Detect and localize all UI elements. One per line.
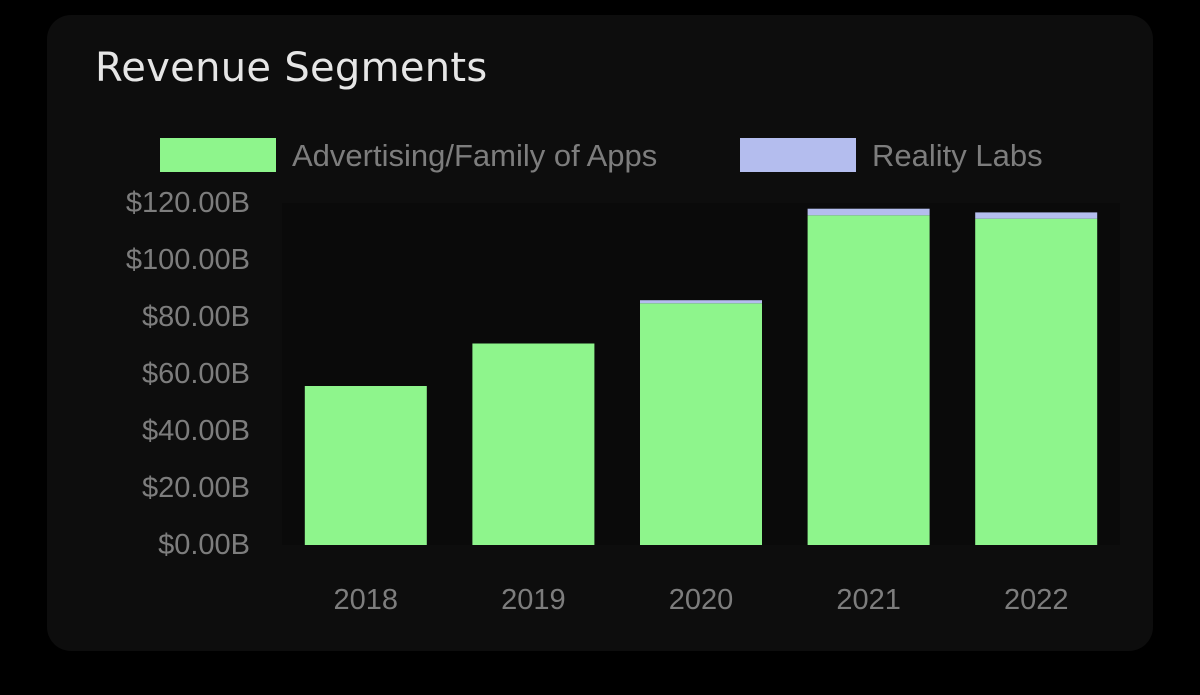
bar-2022-series-0	[975, 218, 1098, 545]
bar-2019-series-0	[472, 343, 595, 545]
legend-label-reality-labs: Reality Labs	[872, 138, 1043, 173]
chart-title: Revenue Segments	[95, 45, 488, 91]
bars	[304, 208, 1098, 546]
x-tick-label-2021: 2021	[836, 584, 901, 616]
x-axis: 2018 2019 2020 2021 2022	[334, 584, 1069, 616]
y-axis: $0.00B $20.00B $40.00B $60.00B $80.00B $100.0…	[126, 187, 250, 561]
y-tick-label-6: $120.00B	[126, 187, 250, 219]
x-tick-label-2022: 2022	[1004, 584, 1069, 616]
legend-swatch-reality-labs	[740, 138, 856, 172]
bar-2021-series-1	[807, 208, 930, 216]
bar-2022-series-1	[975, 212, 1098, 219]
y-tick-label-3: $60.00B	[142, 358, 250, 390]
bar-2021-series-0	[807, 215, 930, 546]
y-tick-label-5: $100.00B	[126, 244, 250, 276]
bar-2020-series-1	[640, 300, 762, 304]
x-tick-label-2020: 2020	[669, 584, 734, 616]
y-tick-label-2: $40.00B	[142, 415, 250, 447]
x-tick-label-2018: 2018	[334, 584, 399, 616]
y-tick-label-4: $80.00B	[142, 301, 250, 333]
bar-2018-series-0	[304, 386, 427, 545]
y-tick-label-1: $20.00B	[142, 472, 250, 504]
bar-2020-series-0	[640, 303, 762, 545]
y-tick-label-0: $0.00B	[158, 529, 250, 561]
x-tick-label-2019: 2019	[501, 584, 566, 616]
legend-swatch-advertising	[160, 138, 276, 172]
legend-label-advertising: Advertising/Family of Apps	[292, 138, 658, 173]
